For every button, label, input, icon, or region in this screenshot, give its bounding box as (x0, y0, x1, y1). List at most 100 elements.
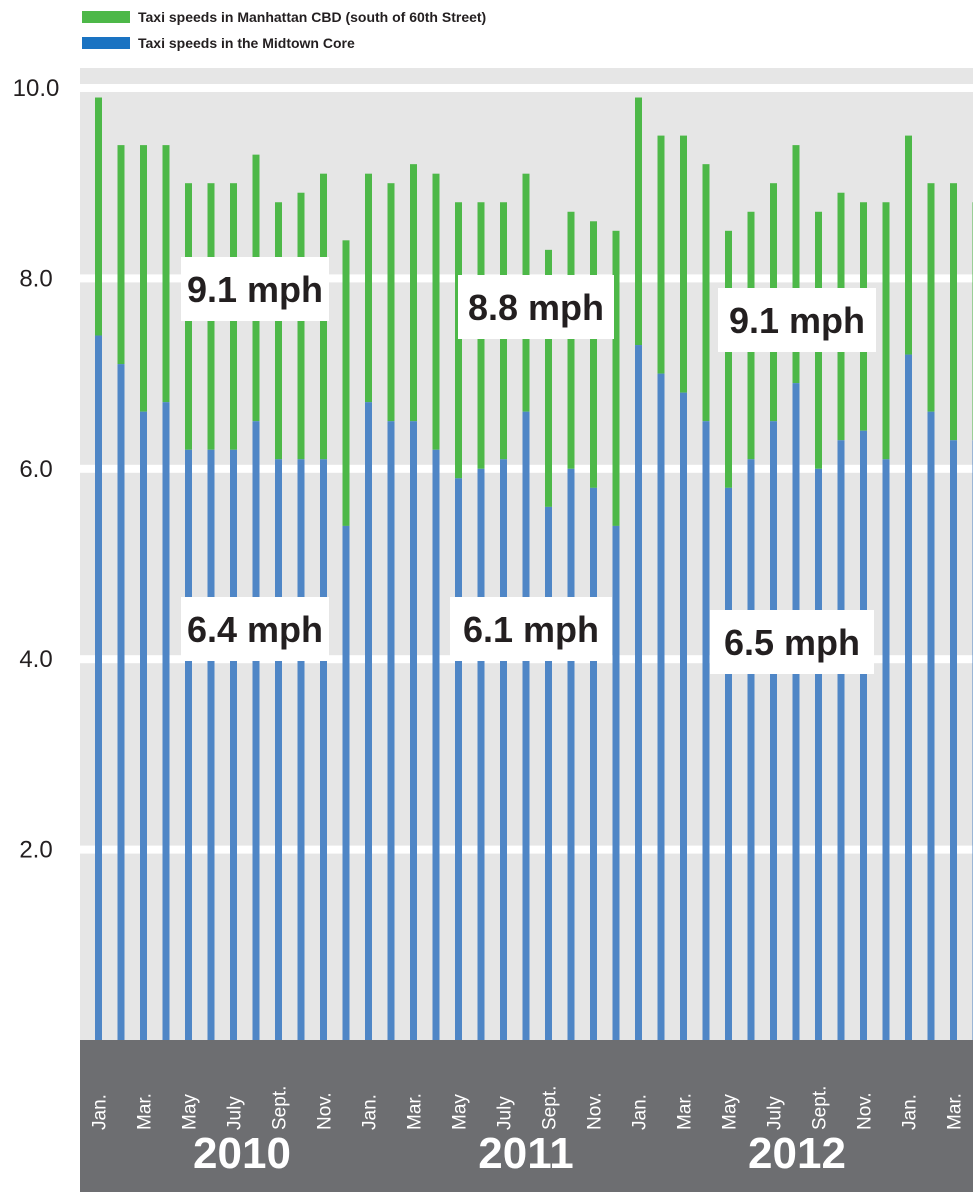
bar-cbd (162, 145, 170, 403)
bar-midtown (770, 421, 777, 1040)
callout-midtown-2012-text: 6.5 mph (724, 622, 860, 663)
callout-midtown-2010-text: 6.4 mph (187, 609, 323, 650)
bar-midtown (567, 468, 575, 1040)
bar-cbd (455, 202, 462, 479)
legend-label-midtown: Taxi speeds in the Midtown Core (138, 35, 355, 51)
bar-midtown (635, 345, 642, 1040)
x-tick-label: Nov. (585, 1092, 606, 1130)
bar-midtown (612, 525, 620, 1040)
x-tick-label: Nov. (855, 1092, 876, 1130)
bar-midtown (702, 421, 710, 1040)
y-tick-label: 10.0 (13, 75, 60, 102)
bar-midtown (432, 449, 440, 1040)
bar-cbd (680, 135, 687, 393)
bar-cbd (657, 135, 665, 374)
bar-midtown (500, 459, 507, 1040)
bar-midtown (657, 373, 665, 1041)
gridline (80, 84, 973, 92)
bar-cbd (140, 145, 147, 412)
year-label-2012: 2012 (748, 1129, 846, 1178)
x-tick-label: Mar. (135, 1093, 156, 1130)
bar-midtown (455, 478, 462, 1040)
x-tick-label: Mar. (675, 1093, 696, 1130)
x-tick-label: Nov. (315, 1092, 336, 1130)
x-tick-label: Jan. (90, 1094, 111, 1130)
callout-midtown-2011-text: 6.1 mph (463, 609, 599, 650)
bar-cbd (702, 164, 710, 422)
bar-midtown (162, 402, 170, 1040)
x-tick-label: Mar. (405, 1093, 426, 1130)
legend-swatch-midtown (82, 37, 130, 49)
bar-midtown (230, 449, 237, 1040)
bar-cbd (927, 183, 935, 412)
x-tick-label: May (180, 1094, 201, 1130)
bar-midtown (545, 506, 552, 1040)
legend-swatch-cbd (82, 11, 130, 23)
bar-midtown (297, 459, 305, 1040)
x-axis-band (80, 1040, 973, 1192)
bar-cbd (882, 202, 890, 460)
year-label-2010: 2010 (193, 1129, 291, 1178)
bar-cbd (905, 135, 912, 355)
bar-cbd (297, 192, 305, 460)
bar-cbd (567, 211, 575, 469)
bar-midtown (815, 468, 822, 1040)
bar-cbd (545, 249, 552, 507)
bar-midtown (927, 411, 935, 1040)
x-tick-label: May (720, 1094, 741, 1130)
bar-midtown (365, 402, 372, 1040)
bar-midtown (882, 459, 890, 1040)
bar-midtown (590, 487, 597, 1041)
bar-midtown (905, 354, 912, 1040)
callout-cbd-2011: 8.8 mph (458, 275, 614, 339)
bar-cbd (725, 230, 732, 488)
bar-midtown (140, 411, 147, 1040)
bar-midtown (747, 459, 755, 1040)
bar-midtown (95, 335, 102, 1040)
x-tick-label: Sept. (540, 1086, 561, 1130)
bar-midtown (117, 364, 125, 1041)
year-label-2011: 2011 (478, 1129, 573, 1178)
y-tick-label: 6.0 (19, 456, 52, 483)
x-tick-label: Jan. (360, 1094, 381, 1130)
bar-midtown (950, 440, 957, 1040)
bar-cbd (117, 145, 125, 365)
bar-cbd (365, 173, 372, 403)
bar-midtown (207, 449, 215, 1040)
bar-midtown (792, 383, 800, 1040)
bar-cbd (410, 164, 417, 422)
y-tick-label: 4.0 (19, 646, 52, 673)
callout-midtown-2010: 6.4 mph (181, 597, 329, 661)
bar-cbd (612, 230, 620, 526)
x-tick-label: Mar. (945, 1093, 966, 1130)
callout-midtown-2011: 6.1 mph (450, 597, 612, 661)
bar-midtown (522, 411, 530, 1040)
bar-midtown (410, 421, 417, 1040)
bar-cbd (950, 183, 957, 441)
x-tick-label: Sept. (270, 1086, 291, 1130)
callout-cbd-2012: 9.1 mph (718, 288, 876, 352)
bar-cbd (387, 183, 395, 422)
bar-midtown (185, 449, 192, 1040)
bar-midtown (252, 421, 260, 1040)
bar-midtown (725, 487, 732, 1041)
y-axis-ticks: 2.0 4.0 6.0 8.0 10.0 (13, 75, 60, 864)
x-axis-ticks: Jan. Mar. May July Sept. Nov. Jan. Mar. May July S… (90, 1086, 966, 1130)
x-tick-label: Sept. (810, 1086, 831, 1130)
y-tick-label: 2.0 (19, 837, 52, 864)
callout-cbd-2012-text: 9.1 mph (729, 300, 865, 341)
callout-cbd-2011-text: 8.8 mph (468, 287, 604, 328)
bar-midtown (387, 421, 395, 1040)
bar-cbd (635, 97, 642, 346)
legend-label-cbd: Taxi speeds in Manhattan CBD (south of 6… (138, 9, 487, 25)
legend-item-cbd: Taxi speeds in Manhattan CBD (south of 6… (82, 9, 487, 25)
bar-midtown (275, 459, 282, 1040)
bar-midtown (477, 468, 485, 1040)
bar-cbd (95, 97, 102, 336)
bar-cbd (432, 173, 440, 450)
x-tick-label: May (450, 1094, 471, 1130)
bar-midtown (342, 525, 350, 1040)
callout-midtown-2012: 6.5 mph (710, 610, 874, 674)
y-tick-label: 8.0 (19, 265, 52, 292)
